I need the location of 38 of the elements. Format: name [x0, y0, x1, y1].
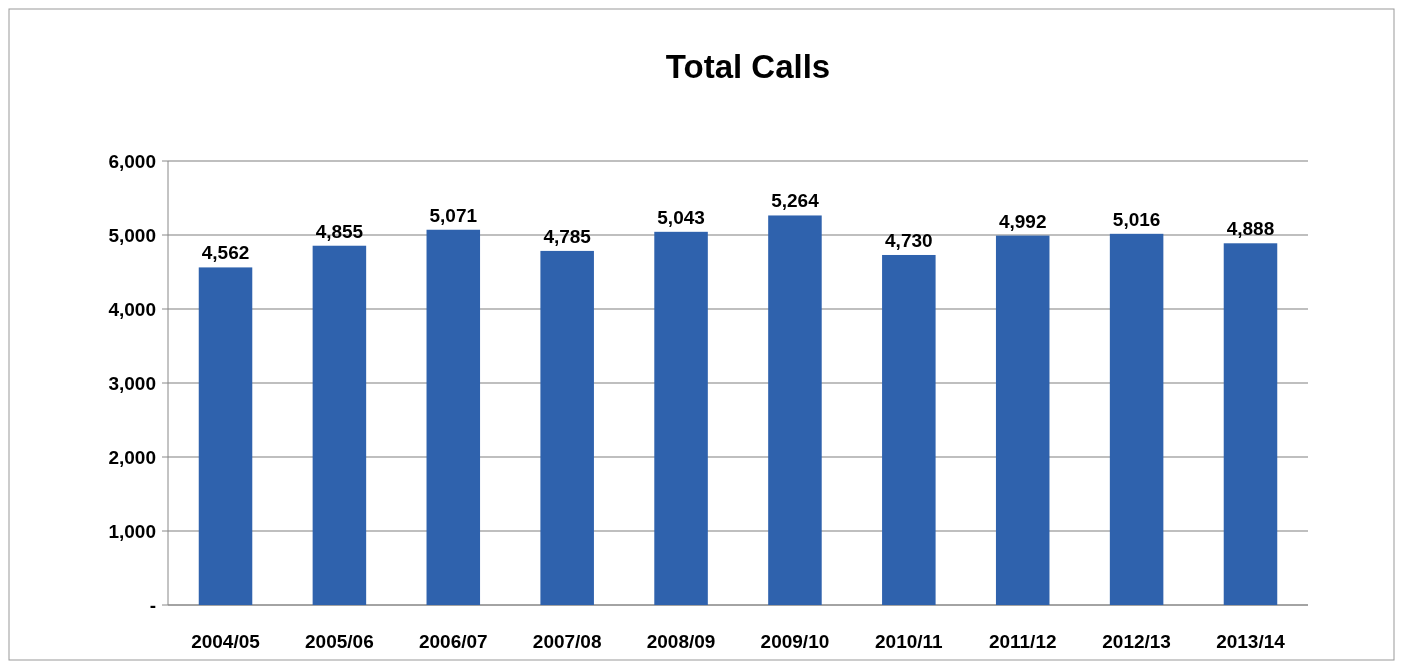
- bar: [1223, 243, 1278, 605]
- y-tick-label: 1,000: [108, 520, 156, 542]
- bar: [312, 245, 367, 605]
- x-tick-label: 2012/13: [1102, 631, 1171, 652]
- y-tick-label: 3,000: [108, 372, 156, 394]
- x-tick-label: 2009/10: [760, 631, 830, 652]
- x-tick-label: 2006/07: [418, 631, 488, 652]
- y-tick-label: 2,000: [108, 446, 156, 468]
- data-label: 4,785: [543, 225, 592, 247]
- data-label: 4,730: [885, 229, 933, 251]
- y-tick-label: 4,000: [108, 298, 156, 320]
- x-tick-label: 2010/11: [875, 631, 944, 652]
- data-label: 4,992: [998, 210, 1047, 232]
- data-label: 5,043: [657, 206, 705, 228]
- x-tick-label: 2005/06: [305, 631, 374, 652]
- x-tick-label: 2007/08: [532, 631, 602, 652]
- bar: [1109, 233, 1164, 605]
- x-tick-label: 2004/05: [191, 631, 261, 652]
- y-tick-label: 6,000: [108, 150, 156, 172]
- data-label: 5,016: [1112, 208, 1161, 230]
- data-label: 5,071: [429, 204, 478, 226]
- x-tick-label: 2013/14: [1216, 631, 1286, 652]
- bar: [995, 235, 1050, 605]
- x-tick-label: 2008/09: [646, 631, 716, 652]
- data-label: 5,264: [771, 190, 820, 212]
- y-tick-label: -: [149, 594, 156, 616]
- bar: [540, 250, 594, 605]
- bar: [768, 215, 822, 605]
- y-tick-label: 5,000: [108, 224, 156, 246]
- x-tick-label: 2011/12: [988, 631, 1057, 652]
- data-label: 4,855: [315, 220, 364, 242]
- bar: [654, 231, 708, 605]
- bar: [198, 267, 253, 605]
- chart-title: Total Calls: [665, 48, 831, 85]
- bar: [426, 229, 481, 605]
- data-label: 4,888: [1226, 218, 1275, 240]
- bar: [882, 254, 936, 605]
- data-label: 4,562: [201, 242, 250, 264]
